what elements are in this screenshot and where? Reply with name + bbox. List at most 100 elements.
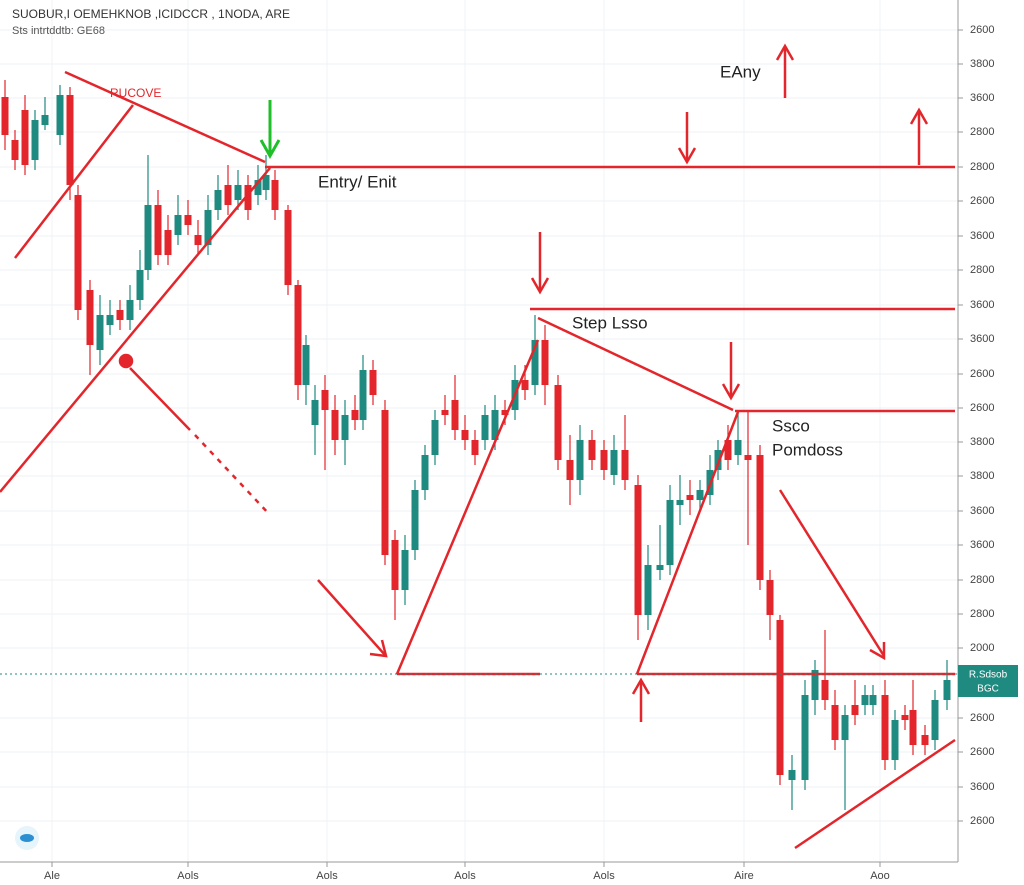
x-tick-label: Aols <box>177 870 199 882</box>
candle-body <box>686 495 694 500</box>
y-tick-label: 2000 <box>970 642 994 654</box>
candle-body <box>481 415 489 440</box>
annotation: Pomdoss <box>772 440 843 459</box>
logo-mark <box>20 834 34 842</box>
y-tick-label: 2800 <box>970 264 994 276</box>
candle-body <box>461 430 469 440</box>
arrow-head <box>369 639 388 658</box>
candle-body <box>921 735 929 745</box>
green-arrow <box>259 100 281 160</box>
y-tick-label: 3600 <box>970 230 994 242</box>
candle-body <box>644 565 652 615</box>
y-tick-label: 2800 <box>970 608 994 620</box>
candle-body <box>901 715 909 720</box>
candle-body <box>821 680 829 700</box>
candle-body <box>106 315 114 325</box>
candle-body <box>421 455 429 490</box>
y-tick-label: 3600 <box>970 539 994 551</box>
candle-body <box>234 185 242 200</box>
candle-body <box>521 380 529 390</box>
candle-body <box>1 97 9 135</box>
candle-body <box>766 580 774 615</box>
candle-body <box>676 500 684 505</box>
y-tick-label: 2600 <box>970 402 994 414</box>
y-tick-label: 3600 <box>970 299 994 311</box>
candle-body <box>136 270 144 300</box>
candle-body <box>451 400 459 430</box>
candle-body <box>851 705 859 715</box>
candle-body <box>891 720 899 760</box>
candle-body <box>491 410 499 440</box>
y-tick-label: 2600 <box>970 712 994 724</box>
candle-body <box>401 550 409 590</box>
candle-body <box>254 180 262 195</box>
marker <box>118 353 134 369</box>
annotation: EAny <box>720 62 761 81</box>
candle-body <box>634 485 642 615</box>
candle-body <box>214 190 222 210</box>
candle-body <box>576 440 584 480</box>
candle-body <box>86 290 94 345</box>
candle-body <box>943 680 951 700</box>
candle-body <box>204 210 212 245</box>
trend-line <box>395 339 540 675</box>
y-tick-label: 3600 <box>970 333 994 345</box>
arrow-line <box>129 367 191 431</box>
candle-body <box>656 565 664 570</box>
candle-body <box>776 620 784 775</box>
candle-body <box>554 385 562 460</box>
candle-body <box>21 110 29 165</box>
x-tick-label: Aire <box>734 870 754 882</box>
candle-body <box>441 410 449 415</box>
candle-body <box>881 695 889 760</box>
candle-body <box>801 695 809 780</box>
y-tick-label: 2800 <box>970 574 994 586</box>
candle-body <box>244 185 252 210</box>
candle-body <box>31 120 39 160</box>
x-tick-label: Aoo <box>870 870 890 882</box>
candle-body <box>164 230 172 255</box>
candle-body <box>11 140 19 160</box>
trend-line <box>635 411 740 675</box>
candle-body <box>311 400 319 425</box>
y-tick-label: 2800 <box>970 126 994 138</box>
candle-body <box>756 455 764 580</box>
arrow-line <box>194 434 271 516</box>
candle-body <box>861 695 869 705</box>
candle-body <box>788 770 796 780</box>
y-tick-label: 3800 <box>970 436 994 448</box>
candle-body <box>154 205 162 255</box>
y-tick-label: 3800 <box>970 470 994 482</box>
y-tick-label: 2600 <box>970 815 994 827</box>
candle-body <box>431 420 439 455</box>
arrow-line <box>317 579 386 656</box>
candle-body <box>566 460 574 480</box>
candle-body <box>174 215 182 235</box>
candle-body <box>734 440 742 455</box>
arrow-head <box>631 677 651 695</box>
candle-body <box>909 710 917 745</box>
candles <box>1 80 951 810</box>
x-tick-label: Aols <box>454 870 476 882</box>
arrow-head <box>869 642 886 661</box>
drawings <box>0 43 956 850</box>
candle-body <box>294 285 302 385</box>
candle-body <box>931 700 939 740</box>
candle-body <box>588 440 596 460</box>
grid <box>0 0 958 862</box>
candle-body <box>116 310 124 320</box>
y-tick-label: 3800 <box>970 58 994 70</box>
candle-body <box>541 340 549 385</box>
candle-body <box>696 490 704 500</box>
y-tick-label: 3600 <box>970 505 994 517</box>
annotation: Entry/ Enit <box>318 172 397 191</box>
y-tick-label: 2800 <box>970 161 994 173</box>
price-badge <box>958 665 1018 697</box>
candle-body <box>714 450 722 470</box>
candle-body <box>341 415 349 440</box>
candle-body <box>811 670 819 700</box>
candle-body <box>126 300 134 320</box>
trend-line <box>64 70 266 164</box>
arrow-head <box>530 277 550 295</box>
arrow-line <box>778 489 886 657</box>
